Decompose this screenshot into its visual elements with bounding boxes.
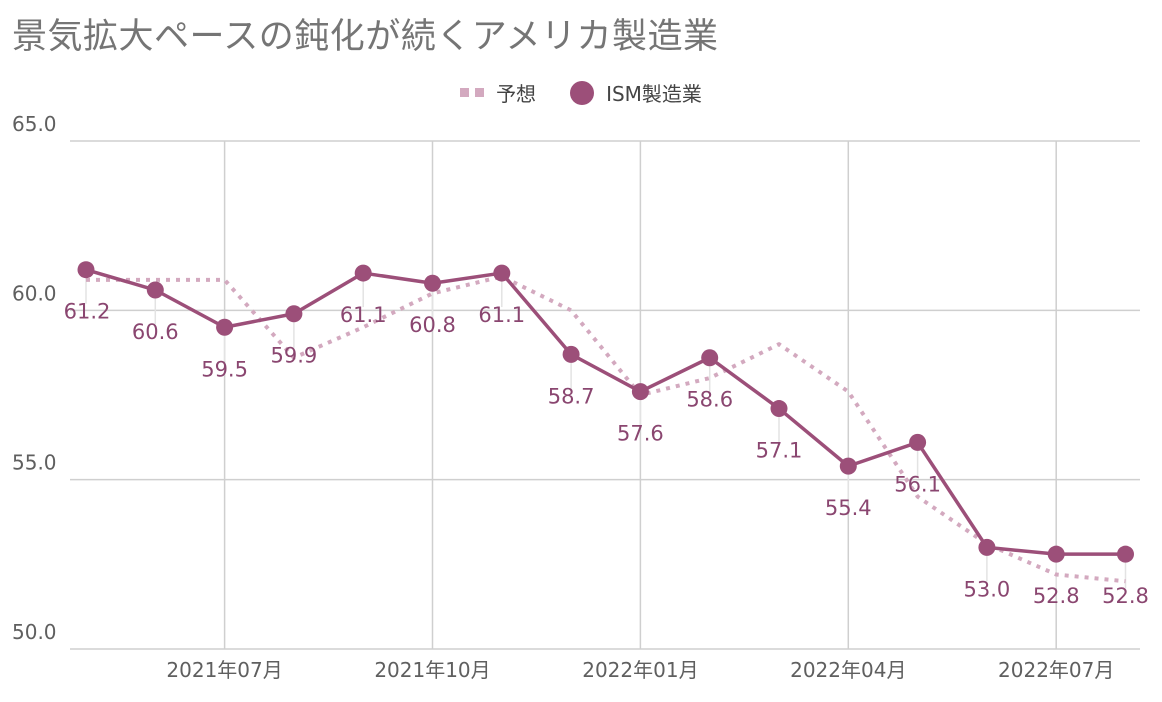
- dotted-line-icon: [460, 88, 485, 97]
- x-tick-label: 2022年07月: [998, 658, 1114, 682]
- x-tick-label: 2022年04月: [790, 658, 906, 682]
- legend-label-forecast: 予想: [496, 82, 537, 106]
- legend: 予想 ISM製造業: [0, 78, 1162, 107]
- legend-item-forecast: 予想: [460, 78, 536, 107]
- ism-data-label: 52.8: [1102, 584, 1149, 608]
- legend-item-ism: ISM製造業: [570, 78, 702, 107]
- ism-data-label: 61.1: [340, 303, 387, 327]
- legend-label-ism: ISM製造業: [606, 82, 702, 106]
- ism-data-label: 61.2: [64, 300, 111, 324]
- ism-data-point: [216, 318, 234, 336]
- y-tick-label: 60.0: [12, 281, 57, 305]
- x-tick-label: 2022年01月: [582, 658, 698, 682]
- ism-data-point: [770, 400, 788, 418]
- ism-data-point: [493, 264, 511, 282]
- ism-data-point: [978, 538, 996, 556]
- ism-data-label: 55.4: [825, 496, 872, 520]
- ism-data-point: [146, 281, 164, 299]
- x-tick-label: 2021年10月: [374, 658, 490, 682]
- ism-data-label: 57.6: [617, 422, 664, 446]
- ism-data-point: [77, 261, 95, 279]
- ism-data-label: 56.1: [894, 472, 941, 496]
- ism-data-label: 58.7: [548, 384, 595, 408]
- ism-data-point: [285, 305, 303, 323]
- ism-data-label: 57.1: [756, 439, 803, 463]
- ism-data-point: [701, 349, 719, 367]
- ism-data-label: 59.9: [271, 344, 318, 368]
- x-tick-label: 2021年07月: [166, 658, 282, 682]
- ism-data-label: 60.8: [409, 313, 456, 337]
- ism-data-point: [909, 433, 927, 451]
- ism-data-label: 53.0: [964, 577, 1011, 601]
- y-tick-label: 65.0: [12, 112, 57, 136]
- ism-series-line: [85, 268, 1126, 556]
- chart-title: 景気拡大ペースの鈍化が続くアメリカ製造業: [12, 17, 719, 57]
- ism-data-point: [1047, 545, 1065, 563]
- ism-data-label: 60.6: [132, 320, 179, 344]
- ism-data-point: [631, 383, 649, 401]
- ism-data-point: [424, 274, 441, 292]
- y-tick-label: 55.0: [12, 451, 57, 475]
- ism-data-point: [1117, 545, 1134, 563]
- circle-marker-icon: [570, 80, 595, 105]
- y-tick-label: 50.0: [12, 620, 57, 644]
- ism-data-point: [839, 457, 857, 475]
- ism-data-point: [354, 264, 372, 282]
- ism-data-label: 61.1: [478, 303, 525, 327]
- ism-data-label: 52.8: [1033, 584, 1080, 608]
- ism-data-label: 58.6: [686, 388, 733, 412]
- ism-data-label: 59.5: [201, 357, 248, 381]
- ism-data-point: [562, 345, 580, 363]
